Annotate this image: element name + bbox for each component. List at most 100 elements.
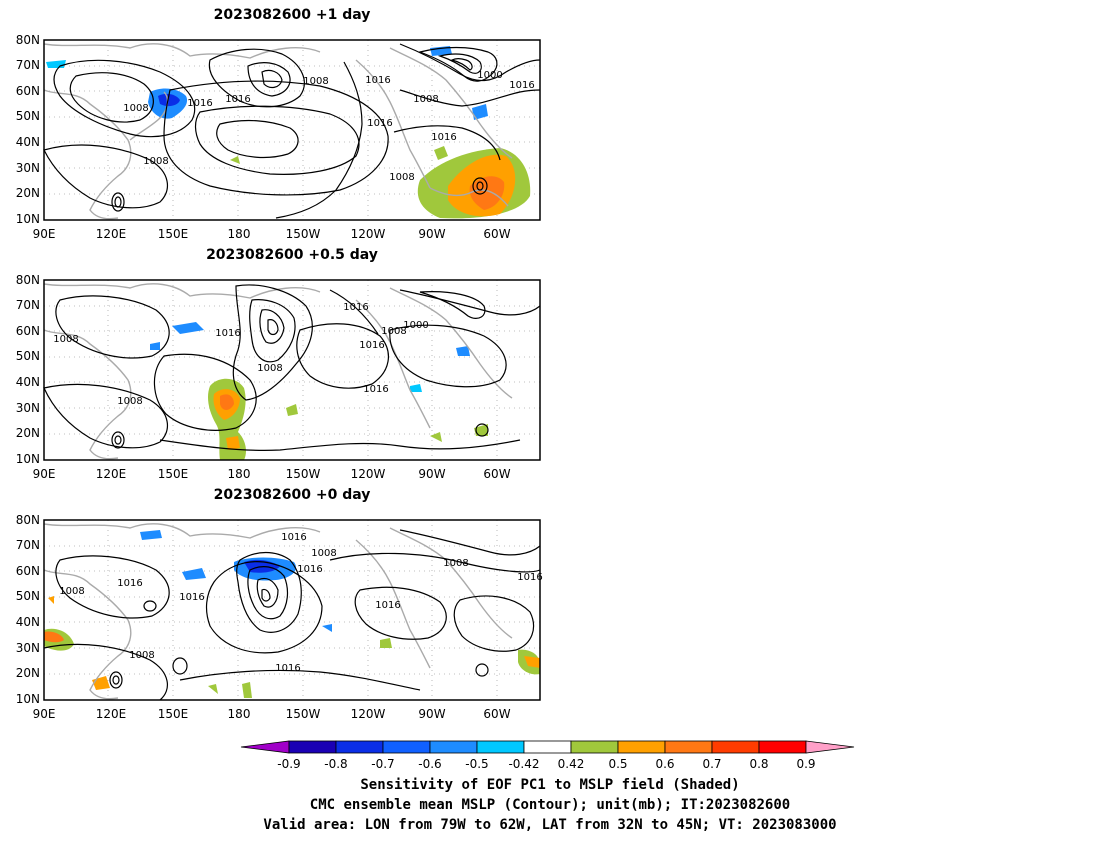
contour-label: 1016: [359, 340, 384, 351]
y-tick-label: 70N: [16, 58, 40, 72]
contour-label: 1016: [509, 80, 534, 91]
y-tick-label: 20N: [16, 186, 40, 200]
contour-label: 1000: [403, 320, 428, 331]
x-tick-label: 90E: [33, 467, 56, 481]
contour-label: 1016: [117, 578, 142, 589]
contour-label: 1008: [381, 326, 406, 337]
x-axis-labels: 90E 120E 150E 180 150W 120W 90W 60W: [33, 467, 511, 481]
y-tick-label: 60N: [16, 324, 40, 338]
x-tick-label: 150E: [158, 467, 189, 481]
y-axis-labels: 80N 70N 60N 50N 40N 30N 20N 10N: [16, 513, 40, 706]
colorbar-box: [429, 740, 478, 754]
mslp-contours: [43, 43, 541, 219]
contour-label: 1016: [281, 532, 306, 543]
x-tick-label: 150W: [286, 227, 321, 241]
colorbar: -0.9 -0.8 -0.7 -0.6 -0.5 -0.42 0.42 0.5 …: [240, 740, 855, 771]
panel-title-3: 2023082600 +0 day: [44, 487, 540, 503]
y-tick-label: 40N: [16, 375, 40, 389]
contour-label: 1016: [225, 94, 250, 105]
colorbar-box: [288, 740, 337, 754]
contour-label: 1016: [343, 302, 368, 313]
y-tick-label: 80N: [16, 33, 40, 47]
y-tick-label: 30N: [16, 401, 40, 415]
x-tick-label: 60W: [483, 227, 510, 241]
x-tick-label: 180: [228, 467, 251, 481]
y-axis-labels: 80N 70N 60N 50N 40N 30N 20N 10N: [16, 273, 40, 466]
contour-label: 1008: [53, 334, 78, 345]
contour-label: 1016: [275, 663, 300, 674]
contour-label: 1016: [363, 384, 388, 395]
colorbar-box: [758, 740, 807, 754]
x-tick-label: 120E: [96, 227, 127, 241]
x-tick-label: 90W: [418, 227, 445, 241]
y-tick-label: 30N: [16, 641, 40, 655]
y-tick-label: 10N: [16, 692, 40, 706]
map-panel-2: 80N 70N 60N 50N 40N 30N 20N 10N 90E 120E…: [16, 273, 541, 481]
y-tick-label: 80N: [16, 513, 40, 527]
map-frame: [43, 39, 541, 221]
map-panel-3: 80N 70N 60N 50N 40N 30N 20N 10N 90E 120E…: [16, 513, 543, 721]
colorbar-tick-label: 0.5: [608, 757, 627, 771]
y-axis-labels: 80N 70N 60N 50N 40N 30N 20N 10N: [16, 33, 40, 226]
colorbar-box: [523, 740, 572, 754]
colorbar-tick-label: 0.42: [558, 757, 585, 771]
colorbar-tick-label: -0.8: [324, 757, 347, 771]
y-tick-label: 60N: [16, 564, 40, 578]
contour-label: 1016: [375, 600, 400, 611]
contour-label: 1008: [303, 76, 328, 87]
colorbar-tick-label: 0.8: [749, 757, 768, 771]
panel-title-3-text: 2023082600 +0: [213, 487, 338, 503]
x-tick-label: 120E: [96, 467, 127, 481]
y-tick-label: 50N: [16, 349, 40, 363]
colorbar-boxes: [240, 740, 855, 754]
colorbar-tick-labels: -0.9 -0.8 -0.7 -0.6 -0.5 -0.42 0.42 0.5 …: [277, 757, 815, 771]
x-tick-label: 150W: [286, 707, 321, 721]
colorbar-box: [382, 740, 431, 754]
colorbar-box: [664, 740, 713, 754]
mslp-contours: [43, 284, 541, 451]
contour-label: 1016: [179, 592, 204, 603]
contour-label: 1016: [297, 564, 322, 575]
x-tick-label: 60W: [483, 707, 510, 721]
x-tick-label: 180: [228, 707, 251, 721]
x-tick-label: 150W: [286, 467, 321, 481]
y-tick-label: 70N: [16, 298, 40, 312]
x-tick-label: 150E: [158, 227, 189, 241]
colorbar-tick-label: -0.9: [277, 757, 300, 771]
caption-line-1: Sensitivity of EOF PC1 to MSLP field (Sh…: [360, 777, 740, 793]
contour-label: 1016: [517, 572, 542, 583]
contour-label: 1016: [431, 132, 456, 143]
contour-labels: 1008 1016 1016 1008 1016 1000 1016 1008 …: [123, 70, 534, 183]
map-frame: [43, 279, 541, 461]
contour-label: 1008: [389, 172, 414, 183]
coastlines: [43, 283, 513, 460]
x-tick-label: 120W: [351, 707, 386, 721]
colorbar-tick-label: 0.7: [702, 757, 721, 771]
y-tick-label: 50N: [16, 589, 40, 603]
contour-label: 1008: [129, 650, 154, 661]
y-tick-label: 20N: [16, 426, 40, 440]
contour-label: 1008: [123, 103, 148, 114]
contour-label: 1008: [59, 586, 84, 597]
caption-line-2: CMC ensemble mean MSLP (Contour); unit(m…: [309, 797, 791, 813]
caption-line-3: Valid area: LON from 79W to 62W, LAT fro…: [263, 817, 837, 833]
contour-labels: 1016 1008 1016 1008 1000 1016 1008 1016 …: [53, 302, 428, 407]
contour-label: 1008: [143, 156, 168, 167]
contour-label: 1008: [311, 548, 336, 559]
contour-label: 1008: [117, 396, 142, 407]
x-tick-label: 90W: [418, 707, 445, 721]
panel-title-2: 2023082600 +0.5 day: [206, 247, 378, 263]
colorbar-tick-label: 0.9: [796, 757, 815, 771]
contour-label: 1016: [215, 328, 240, 339]
contour-label: 1016: [367, 118, 392, 129]
contour-label: 1008: [257, 363, 282, 374]
panel-title-1: 2023082600 +1 day: [213, 7, 371, 23]
colorbar-tick-label: 0.6: [655, 757, 674, 771]
contour-label: 1016: [187, 98, 212, 109]
y-tick-label: 70N: [16, 538, 40, 552]
y-tick-label: 80N: [16, 273, 40, 287]
y-tick-label: 40N: [16, 135, 40, 149]
contour-label: 1008: [413, 94, 438, 105]
colorbar-extend-high: [805, 740, 855, 754]
x-axis-labels: 90E 120E 150E 180 150W 120W 90W 60W: [33, 227, 511, 241]
